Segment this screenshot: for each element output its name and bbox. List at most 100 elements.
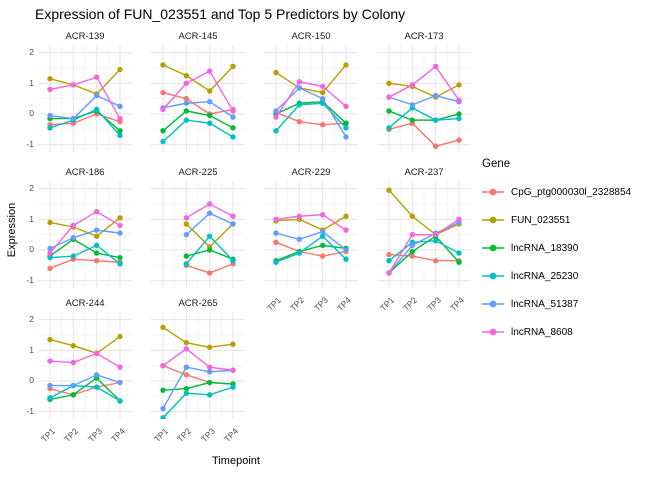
data-point	[206, 270, 213, 276]
legend-key-icon	[482, 188, 504, 196]
data-point	[183, 390, 190, 396]
facet-strip-label: ACR-186	[65, 167, 105, 178]
data-point	[296, 85, 303, 91]
series-line	[162, 326, 234, 348]
legend-item: FUN_023551	[482, 206, 670, 234]
data-point	[117, 364, 123, 370]
x-tick-label: TP1	[38, 426, 58, 445]
data-point	[273, 114, 279, 120]
data-point	[230, 221, 236, 227]
data-point	[206, 379, 213, 386]
series-line	[49, 229, 121, 250]
series-line	[275, 241, 347, 257]
y-tick-label: 1	[29, 344, 34, 355]
data-point	[386, 94, 392, 100]
y-tick-label: 2	[29, 47, 34, 58]
facet-acr-150: ACR-150	[264, 31, 358, 152]
facet-panel	[151, 45, 245, 152]
data-point	[70, 82, 77, 88]
data-point	[47, 358, 53, 364]
series-line	[275, 101, 347, 124]
data-point	[117, 333, 123, 340]
data-point	[386, 258, 392, 264]
x-tick-label: TP3	[424, 295, 443, 314]
data-point	[160, 128, 166, 134]
data-point	[296, 250, 303, 256]
facet-panel	[377, 181, 471, 288]
x-tick-label: TP4	[334, 295, 354, 314]
data-point	[409, 102, 416, 108]
data-point	[183, 364, 190, 370]
series-line	[275, 235, 347, 263]
facet-strip-label: ACR-145	[178, 31, 218, 42]
data-point	[456, 216, 462, 223]
facet-panel	[38, 312, 132, 419]
data-point	[47, 125, 53, 131]
data-point	[70, 235, 77, 241]
data-point	[47, 250, 53, 256]
x-tick-label: TP2	[401, 295, 420, 314]
series-line	[50, 374, 121, 387]
series-line	[388, 240, 460, 262]
x-tick-label: TP4	[221, 426, 241, 445]
data-point	[343, 62, 349, 68]
data-point	[230, 384, 236, 390]
data-point	[183, 221, 190, 227]
data-point	[160, 89, 166, 96]
data-point	[409, 117, 416, 123]
facet-acr-225: ACR-225	[151, 167, 245, 288]
series-line	[388, 122, 460, 147]
data-point	[206, 364, 213, 370]
legend-item: lncRNA_8608	[482, 318, 670, 346]
legend-item-label: lncRNA_18390	[511, 242, 579, 254]
data-point	[47, 336, 53, 343]
data-point	[160, 324, 166, 331]
data-point	[409, 248, 416, 255]
series-line	[275, 81, 347, 118]
data-point	[117, 132, 123, 139]
data-point	[206, 392, 213, 398]
data-point	[319, 253, 326, 259]
data-point	[70, 115, 77, 122]
facet-panel	[377, 45, 471, 152]
legend-key-icon	[482, 300, 504, 308]
data-point	[93, 208, 100, 215]
y-tick-label: 0	[29, 375, 34, 386]
legend-item-label: lncRNA_8608	[511, 326, 573, 338]
data-point	[160, 62, 166, 68]
facet-panel	[38, 181, 132, 288]
facet-acr-229: ACR-229	[264, 167, 358, 288]
data-point	[273, 259, 279, 265]
data-point	[456, 82, 462, 88]
x-tick-label: TP2	[62, 426, 81, 445]
data-point	[319, 83, 326, 90]
series-line	[162, 381, 234, 391]
x-tick-label: TP1	[377, 295, 397, 314]
data-point	[70, 222, 77, 229]
series-line	[275, 64, 347, 94]
data-point	[230, 108, 236, 114]
series-line	[162, 70, 234, 112]
data-point	[183, 72, 190, 79]
data-point	[230, 258, 236, 264]
series-line	[162, 347, 234, 371]
data-point	[93, 74, 100, 80]
data-point	[273, 216, 279, 223]
facet-strip-label: ACR-244	[65, 298, 105, 309]
data-point	[409, 253, 416, 259]
y-tick-label: 2	[29, 183, 34, 194]
data-point	[319, 89, 326, 96]
facet-panel	[264, 181, 358, 288]
y-tick-label: -1	[26, 406, 34, 417]
data-point	[432, 117, 439, 123]
data-point	[409, 213, 416, 219]
data-point	[456, 250, 462, 256]
legend-item: CpG_ptg000030l_2328854	[482, 178, 670, 206]
data-point	[117, 128, 123, 134]
facet-strip-label: ACR-225	[178, 167, 218, 178]
legend-item-label: FUN_023551	[511, 214, 571, 226]
y-tick-label: 1	[29, 77, 34, 88]
facet-strip-label: ACR-237	[404, 167, 444, 178]
data-point	[183, 80, 190, 87]
facet-panel	[38, 45, 132, 152]
